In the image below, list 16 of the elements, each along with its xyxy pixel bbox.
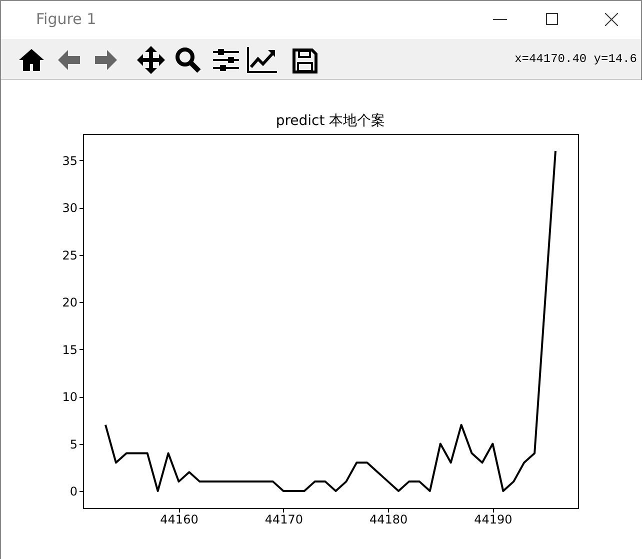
y-tick-label: 20 xyxy=(62,296,78,310)
y-tick-label: 35 xyxy=(62,154,78,168)
y-tick-label: 30 xyxy=(62,201,78,216)
x-tick-label: 44180 xyxy=(369,512,408,526)
y-tick-label: 15 xyxy=(62,342,78,357)
y-tick-label: 25 xyxy=(62,248,78,262)
x-tick-label: 44170 xyxy=(264,512,303,526)
caption: Figure 1 xyxy=(36,10,96,28)
chart-title: predict 本地个案 xyxy=(276,112,386,129)
x-tick-label: 44160 xyxy=(160,512,198,526)
y-tick-label: 5 xyxy=(70,437,78,452)
y-tick-label: 0 xyxy=(70,484,78,498)
y-tick-label: 10 xyxy=(62,390,78,404)
line-series xyxy=(104,150,556,492)
x-tick-label: 44190 xyxy=(474,512,512,526)
text: x=44170.40 y=14.6 xyxy=(514,52,637,66)
